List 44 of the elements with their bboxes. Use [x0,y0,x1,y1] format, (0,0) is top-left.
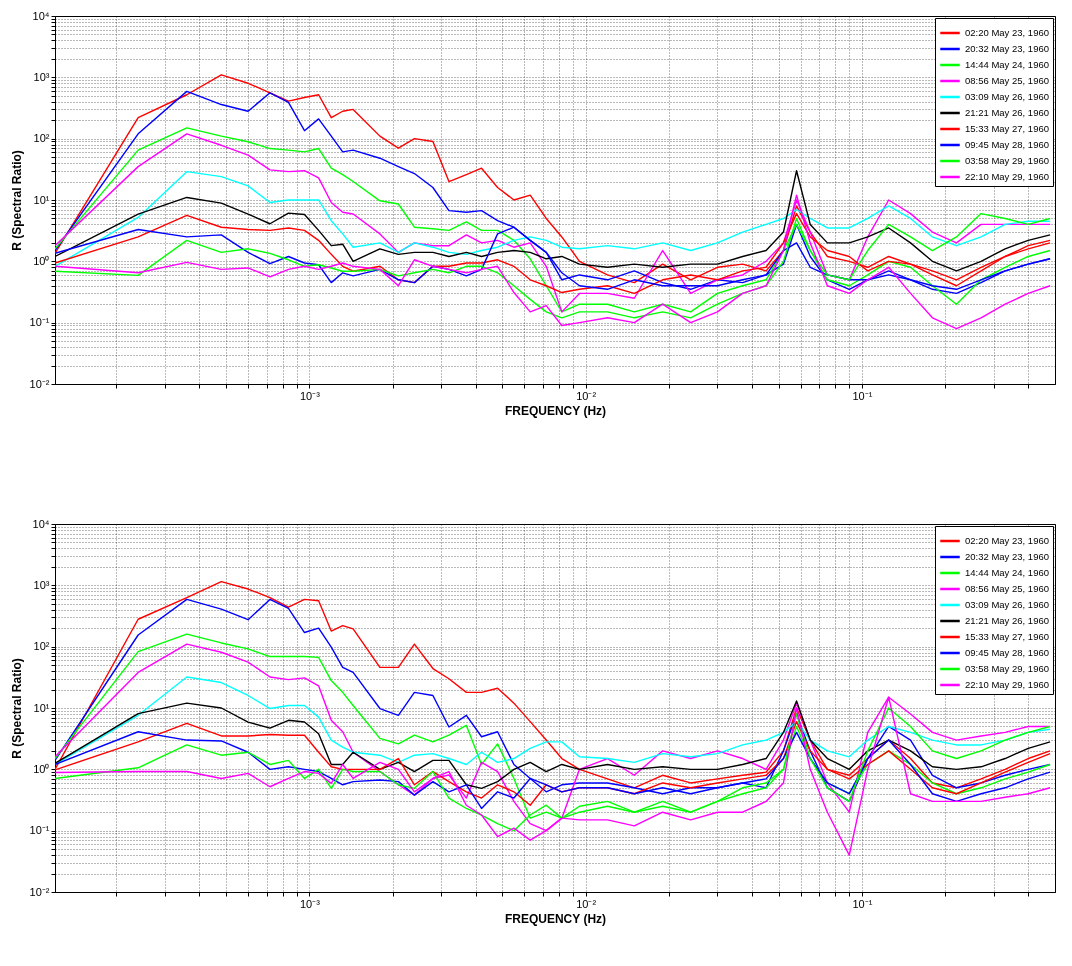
y-tick-label: 10⁴ [32,517,50,530]
legend-label: 03:58 May 29, 1960 [965,155,1049,166]
y-tick-label: 10⁰ [33,254,50,267]
legend-label: 22:10 May 29, 1960 [965,679,1049,690]
legend-label: 14:44 May 24, 1960 [965,567,1049,578]
legend-label: 02:20 May 23, 1960 [965,535,1049,546]
legend-label: 15:33 May 27, 1960 [965,123,1049,134]
x-tick-label: 10⁻³ [299,389,321,402]
y-tick-label: 10⁻² [29,885,50,898]
y-tick-label: 10³ [33,578,50,591]
legend-label: 22:10 May 29, 1960 [965,171,1049,182]
x-tick-label: 10⁻¹ [852,389,873,402]
legend-label: 21:21 May 26, 1960 [965,615,1049,626]
legend-label: 09:45 May 28, 1960 [965,139,1049,150]
legend-label: 15:33 May 27, 1960 [965,631,1049,642]
x-tick-label: 10⁻² [576,389,597,402]
legend-label: 03:09 May 26, 1960 [965,91,1049,102]
y-tick-label: 10² [33,132,50,145]
legend-label: 08:56 May 25, 1960 [965,583,1049,594]
y-tick-label: 10⁻² [29,377,50,390]
x-tick-label: 10⁻³ [299,897,321,910]
y-tick-label: 10⁰ [33,762,50,775]
legend-label: 21:21 May 26, 1960 [965,107,1049,118]
y-axis-title: R (Spectral Ratio) [9,658,24,759]
y-tick-label: 10³ [33,70,50,83]
y-tick-label: 10¹ [33,193,50,206]
y-tick-label: 10¹ [33,701,50,714]
legend-label: 14:44 May 24, 1960 [965,59,1049,70]
y-tick-label: 10² [33,640,50,653]
y-tick-label: 10⁻¹ [29,824,50,837]
legend-label: 02:20 May 23, 1960 [965,27,1049,38]
x-axis-title: FREQUENCY (Hz) [504,911,607,926]
x-tick-label: 10⁻² [576,897,597,910]
legend-label: 09:45 May 28, 1960 [965,647,1049,658]
legend-label: 03:58 May 29, 1960 [965,663,1049,674]
y-axis-title: R (Spectral Ratio) [9,150,24,251]
x-axis-title: FREQUENCY (Hz) [504,403,607,418]
y-tick-label: 10⁻¹ [29,316,50,329]
legend-label: 03:09 May 26, 1960 [965,599,1049,610]
legend-label: 20:32 May 23, 1960 [965,551,1049,562]
legend-label: 20:32 May 23, 1960 [965,43,1049,54]
legend-label: 08:56 May 25, 1960 [965,75,1049,86]
x-tick-label: 10⁻¹ [852,897,873,910]
y-tick-label: 10⁴ [32,9,50,22]
